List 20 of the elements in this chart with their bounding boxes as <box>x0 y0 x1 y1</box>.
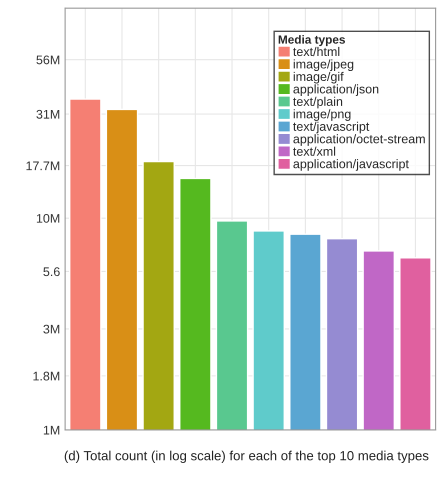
legend-label: text/javascript <box>293 122 370 134</box>
legend-label: application/octet-stream <box>293 134 425 146</box>
legend-label: text/html <box>293 46 340 56</box>
y-tick-label: 31M <box>36 110 60 119</box>
y-tick-label: 1M <box>44 426 60 434</box>
legend-label: application/json <box>293 84 378 96</box>
text: (d) Total count (in log scale) for each of the top 10 media types <box>64 450 428 463</box>
y-tick-label: 10M <box>36 214 60 223</box>
legend-label: image/gif <box>294 72 344 84</box>
y-tick-label: 17.7M <box>26 162 60 170</box>
y-tick-label: 56M <box>36 55 60 64</box>
legend-label: image/jpeg <box>294 59 354 72</box>
y-tick-label: 3M <box>43 324 60 334</box>
legend-title: Media types <box>278 35 345 46</box>
y-tick-label: 5.6 <box>43 267 60 276</box>
legend-label: text/plain <box>293 96 342 108</box>
legend-label: image/png <box>294 109 350 121</box>
y-tick-label: 1.8M <box>33 372 60 381</box>
legend-label: text/xml <box>293 146 336 156</box>
legend-label: application/javascript <box>293 159 409 171</box>
